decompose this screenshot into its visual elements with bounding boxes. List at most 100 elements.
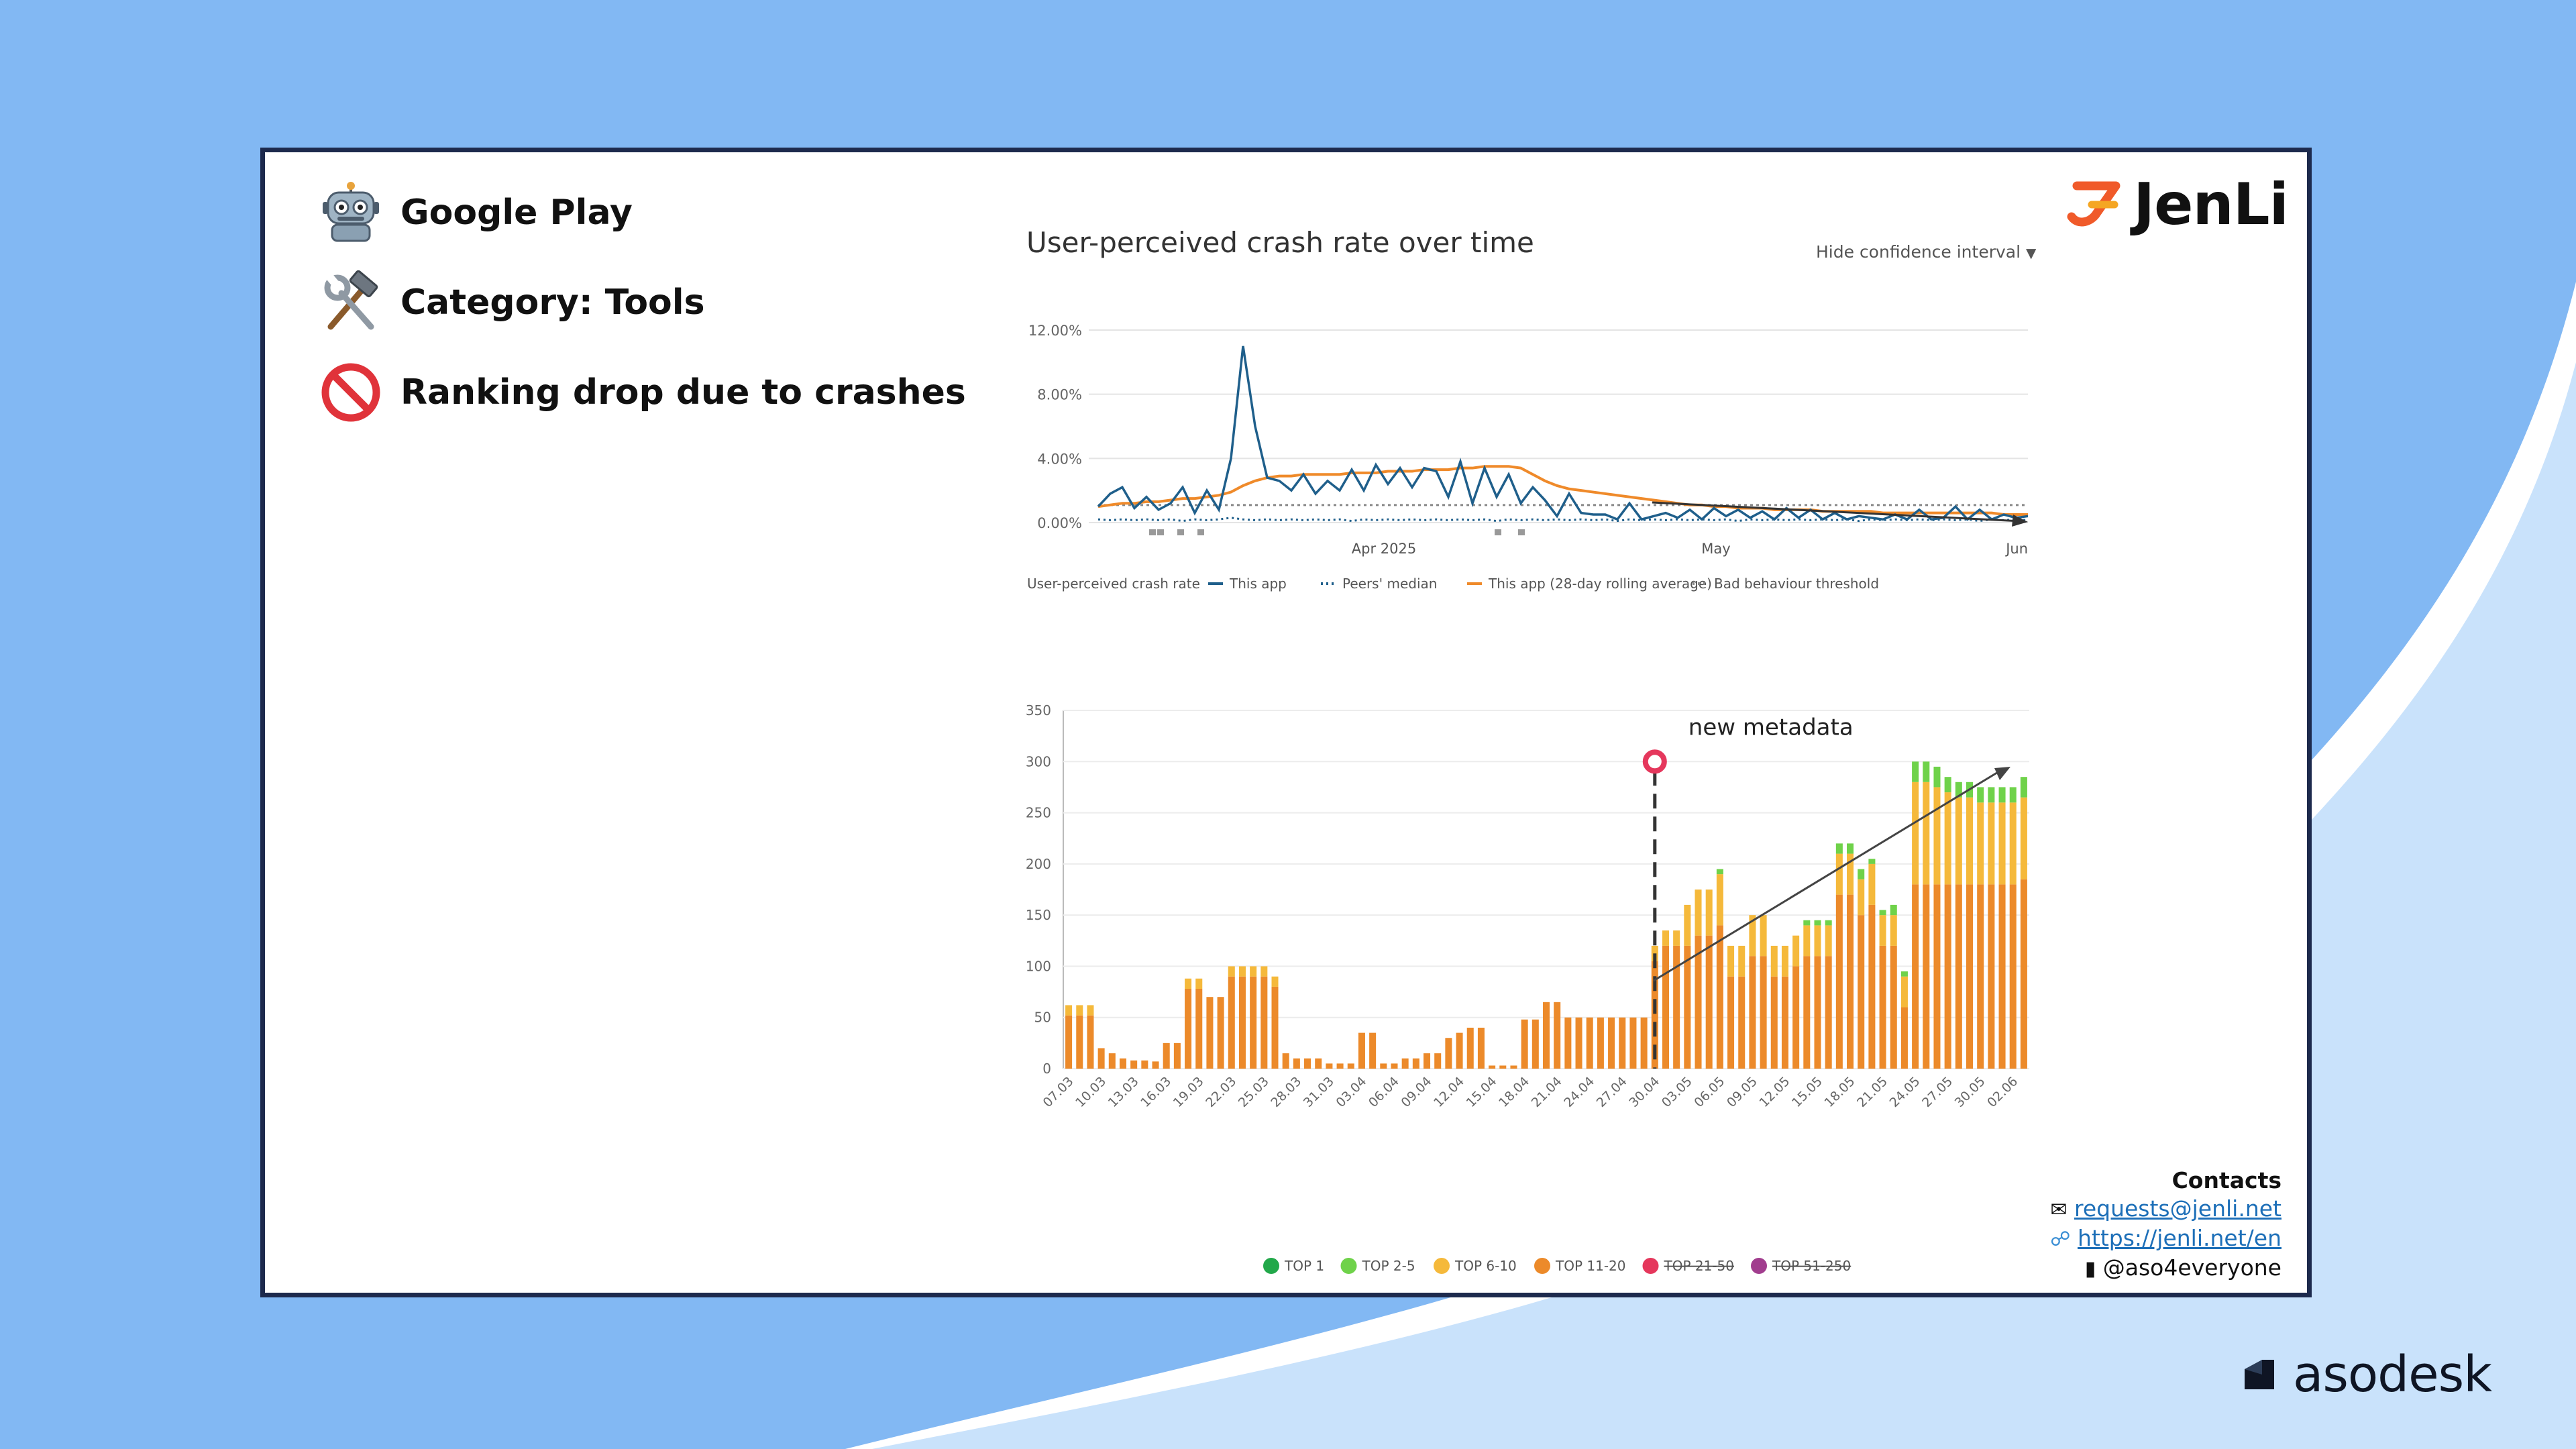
bar-segment (1662, 945, 1669, 1069)
bar-segment (1228, 966, 1235, 977)
bar-segment (1923, 761, 1930, 782)
trend-arrow (1653, 768, 2003, 982)
contacts-block: Contacts ✉ requests@jenli.net ☍ https://… (2050, 1167, 2282, 1283)
bar-segment (1770, 945, 1778, 977)
x-tick-label: 03.04 (1333, 1074, 1369, 1110)
bar-segment (1900, 976, 1908, 1008)
legend-label: TOP 11-20 (1555, 1258, 1626, 1274)
bar-segment (1890, 904, 1897, 916)
bar-segment (1250, 966, 1257, 977)
legend-label: This app (1229, 576, 1287, 592)
bar-segment (1977, 884, 1984, 1069)
bar-segment (1814, 925, 1821, 957)
y-tick-label: 350 (1026, 702, 1051, 718)
x-tick-label: 15.05 (1789, 1074, 1825, 1110)
bar-segment (1727, 976, 1735, 1069)
bar-segment (1542, 1002, 1550, 1069)
contact-email-link[interactable]: requests@jenli.net (2074, 1195, 2282, 1222)
bar-segment (1847, 843, 1854, 854)
asodesk-logo-icon (2245, 1360, 2274, 1389)
bar-segment (1847, 894, 1854, 1069)
trend-arrowhead (2012, 515, 2028, 527)
bar-segment (1825, 925, 1832, 957)
bar-segment (1716, 874, 1723, 926)
bar-segment (2020, 797, 2027, 879)
x-tick-label: Jun (2004, 541, 2028, 557)
bar-segment (1760, 915, 1767, 957)
bar-segment (1825, 920, 1832, 926)
bar-segment (1977, 787, 1984, 803)
bar-segment (1912, 782, 1919, 885)
bar-segment (1141, 1060, 1148, 1069)
y-tick-label: 50 (1034, 1010, 1051, 1026)
bar-segment (1858, 879, 1865, 916)
bar-segment (1564, 1017, 1572, 1069)
dropdown-label: Hide confidence interval (1816, 242, 2021, 262)
x-tick-label: 12.05 (1756, 1074, 1792, 1110)
bar-segment (1108, 1053, 1116, 1069)
bar-segment (1814, 956, 1821, 1069)
bar-segment (1380, 1063, 1387, 1069)
x-tick-label: 18.04 (1496, 1074, 1532, 1110)
bar-segment (1489, 1065, 1496, 1069)
x-tick-label: 25.03 (1236, 1074, 1272, 1110)
ranking-stacked-bar-chart: 350 300 250 200 150 100 50 007.0310.0313.0316.0… (1026, 702, 2029, 1274)
legend-title: User-perceived crash rate (1027, 576, 1200, 592)
bar-segment (1424, 1053, 1431, 1069)
x-tick-label: 24.04 (1561, 1074, 1597, 1110)
y-tick-label: 8.00% (1037, 387, 1082, 403)
bar-segment (1608, 1017, 1615, 1069)
chart1-title: User-perceived crash rate over time (1026, 226, 1534, 259)
bar-segment (1087, 1005, 1094, 1016)
bar-segment (1966, 884, 1974, 1069)
bar-segment (1879, 945, 1886, 1069)
bar-segment (1803, 925, 1811, 957)
contact-website-link[interactable]: https://jenli.net/en (2078, 1225, 2282, 1251)
annotation-label: new metadata (1688, 714, 1854, 741)
bar-segment (1749, 956, 1756, 1069)
x-tick-label: 09.04 (1399, 1074, 1435, 1110)
trend-arrow (1652, 501, 2022, 523)
x-tick-label: 06.04 (1366, 1074, 1402, 1110)
bar-segment (1673, 930, 1680, 946)
bar-segment (1955, 884, 1962, 1069)
bar-segment (1998, 787, 2006, 803)
bar-segment (1152, 1061, 1159, 1069)
bar-segment (1586, 1017, 1593, 1069)
x-tick-label: 09.05 (1724, 1074, 1760, 1110)
crash-rate-line-chart: 12.00% 8.00% 4.00% 0.00% Apr 2025 May Jun User-… (1027, 323, 2029, 592)
y-tick-label: 200 (1026, 856, 1051, 872)
bar-segment (1521, 1019, 1528, 1069)
bar-segment (1238, 976, 1246, 1069)
bar-segment (1944, 884, 1951, 1069)
legend-dot (1434, 1258, 1450, 1274)
asodesk-wordmark: asodesk (2293, 1346, 2492, 1403)
bar-segment (2020, 879, 2027, 1069)
x-tick-label: 10.03 (1073, 1074, 1109, 1110)
bar-segment (1835, 853, 1843, 895)
bar-segment (1445, 1038, 1452, 1069)
x-tick-label: 16.03 (1138, 1074, 1174, 1110)
caret-down-icon: ▼ (2026, 245, 2037, 261)
y-tick-label: 12.00% (1028, 323, 1082, 339)
y-tick-label: 0 (1042, 1061, 1051, 1077)
bar-segment (1825, 956, 1832, 1069)
bar-segment (2009, 787, 2017, 803)
x-tick-label: 27.05 (1919, 1074, 1955, 1110)
bar-segment (1933, 884, 1941, 1069)
hide-confidence-interval-dropdown[interactable]: Hide confidence interval ▼ (1816, 242, 2036, 262)
bar-segment (1466, 1027, 1474, 1069)
bullet-google-play: Google Play (319, 180, 633, 245)
bar-segment (1651, 961, 1658, 1069)
event-marker (1495, 529, 1501, 535)
bar-segment (1554, 1002, 1561, 1069)
bar-segment (1923, 782, 1930, 885)
bar-segment (1293, 1058, 1300, 1069)
bar-segment (1858, 869, 1865, 879)
legend-label: TOP 51-250 (1772, 1258, 1851, 1274)
bar-segment (1923, 884, 1930, 1069)
phone-icon: ▮ (2084, 1257, 2096, 1281)
x-tick-label: 27.04 (1594, 1074, 1630, 1110)
bullet-ranking-drop: Ranking drop due to crashes (319, 360, 966, 425)
bar-segment (1890, 945, 1897, 1069)
